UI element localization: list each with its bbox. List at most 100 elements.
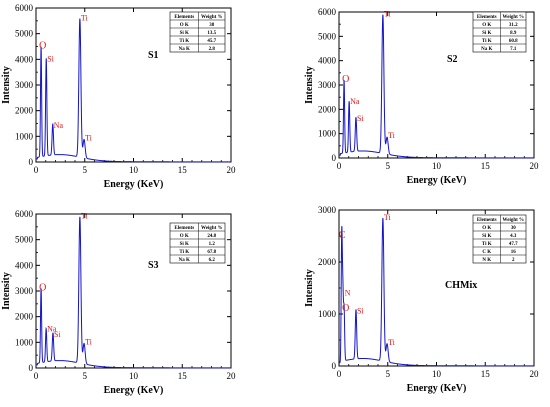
peak-label-ti: Ti [81, 212, 89, 221]
x-tick-label: 15 [481, 161, 491, 171]
x-tick-label: 20 [530, 369, 540, 379]
x-tick-label: 5 [83, 165, 88, 175]
composition-table: Elements Weight % O K 31.2 Si K 8.9 Ti K 60.8 Na… [472, 11, 527, 53]
x-tick-label: 20 [530, 161, 540, 171]
table-border [169, 11, 226, 53]
table-cell: Si K [482, 31, 491, 36]
peak-label-n: N [345, 288, 351, 297]
table-cell: Na K [179, 258, 190, 263]
x-tick-label: 15 [178, 165, 188, 175]
y-tick-label: 2000 [15, 312, 34, 322]
table-cell: 1.2 [209, 242, 216, 247]
y-tick-label: 3000 [318, 205, 337, 215]
table-header: Weight % [503, 15, 525, 20]
x-tick-label: 0 [34, 371, 39, 381]
table-cell: Ti K [179, 250, 189, 255]
x-tick-label: 10 [129, 371, 139, 381]
y-tick-label: 0 [29, 157, 34, 167]
table-cell: 2 [512, 258, 515, 263]
y-tick-label: 5000 [15, 29, 34, 39]
y-axis-title: Intensity [304, 66, 315, 104]
x-tick-label: 5 [386, 161, 391, 171]
table-cell: Ti K [179, 39, 189, 44]
table-cell: Na K [481, 47, 492, 52]
table-cell: Si K [482, 234, 491, 239]
y-tick-label: 3000 [15, 286, 34, 296]
x-tick-label: 0 [337, 369, 342, 379]
y-tick-label: 3000 [15, 80, 34, 90]
table-cell: O K [180, 23, 189, 28]
table-cell: O K [180, 234, 189, 239]
table-cell: 38 [209, 23, 215, 28]
peak-label-na: Na [350, 97, 360, 106]
x-tick-label: 15 [481, 369, 491, 379]
chart-panel-s2: 0 5 10 15 20 0 1000 2000 3000 4000 5000 6000 Energy … [304, 7, 539, 186]
y-tick-label: 3000 [318, 80, 337, 90]
table-header: Weight % [201, 15, 223, 20]
table-cell: 45.7 [207, 39, 216, 44]
y-tick-label: 2000 [318, 257, 337, 267]
table-cell: 60.8 [509, 39, 518, 44]
peak-label-o: O [342, 74, 349, 85]
composition-table: Elements Weight % O K 24.8 Si K 1.2 Ti K 67.8 Na… [169, 222, 226, 264]
y-tick-label: 6000 [318, 7, 337, 17]
table-header: Elements [174, 226, 194, 231]
y-tick-label: 0 [332, 153, 337, 163]
x-tick-label: 0 [337, 161, 342, 171]
table-header: Weight % [503, 218, 525, 223]
table-border [472, 11, 527, 53]
sample-label: CHMix [445, 280, 477, 291]
y-tick-label: 4000 [15, 260, 34, 270]
table-cell: Si K [180, 242, 189, 247]
x-tick-label: 5 [83, 371, 88, 381]
sample-label: S3 [148, 260, 159, 271]
table-header: Elements [174, 15, 194, 20]
peak-label-ti: Ti [85, 134, 93, 143]
peak-label-ti: Ti [388, 338, 396, 347]
sample-label: S1 [148, 50, 159, 61]
y-tick-label: 1000 [15, 131, 34, 141]
table-cell: 7.1 [510, 47, 517, 52]
table-cell: 16 [511, 250, 517, 255]
x-axis-title: Energy (KeV) [104, 179, 164, 190]
y-tick-label: 1000 [318, 309, 337, 319]
x-axis-title: Energy (KeV) [104, 385, 164, 396]
chart-panel-s1: 0 5 10 15 20 0 1000 2000 3000 4000 5000 6000 Energy … [1, 3, 236, 190]
x-tick-label: 10 [432, 161, 442, 171]
table-cell: Na K [179, 47, 190, 52]
table-cell: Si K [180, 31, 189, 36]
table-header: Weight % [201, 226, 223, 231]
table-cell: 47.7 [509, 242, 518, 247]
peak-label-si: Si [47, 54, 54, 63]
table-cell: 6.2 [209, 258, 216, 263]
table-cell: 24.8 [207, 234, 216, 239]
y-tick-label: 0 [332, 361, 337, 371]
x-tick-label: 20 [227, 165, 237, 175]
y-axis-title: Intensity [304, 269, 315, 307]
table-cell: 13.5 [207, 31, 216, 36]
peak-label-na: Na [54, 121, 64, 130]
y-axis-title: Intensity [1, 66, 12, 104]
x-axis-title: Energy (KeV) [407, 175, 467, 186]
y-tick-label: 0 [29, 363, 34, 373]
table-header: Elements [477, 15, 497, 20]
peak-label-ti: Ti [388, 131, 396, 140]
x-tick-label: 0 [34, 165, 39, 175]
peak-label-c: C [339, 230, 346, 241]
table-cell: O K [482, 226, 491, 231]
peak-label-na: Na [47, 325, 57, 334]
table-cell: 31.2 [509, 23, 518, 28]
composition-table: Elements Weight % O K 30 Si K 4.3 Ti K 47.7 C K 1… [472, 214, 527, 264]
table-cell: 8.9 [510, 31, 517, 36]
table-cell: Ti K [482, 242, 492, 247]
sample-label: S2 [447, 54, 458, 65]
y-tick-label: 2000 [318, 104, 337, 114]
peak-label-o: O [39, 283, 46, 294]
y-tick-label: 5000 [318, 31, 337, 41]
peak-label-ti: Ti [85, 337, 93, 346]
table-cell: 4.3 [510, 234, 517, 239]
peak-label-si: Si [357, 114, 364, 123]
x-tick-label: 10 [432, 369, 442, 379]
y-tick-label: 6000 [15, 3, 34, 13]
